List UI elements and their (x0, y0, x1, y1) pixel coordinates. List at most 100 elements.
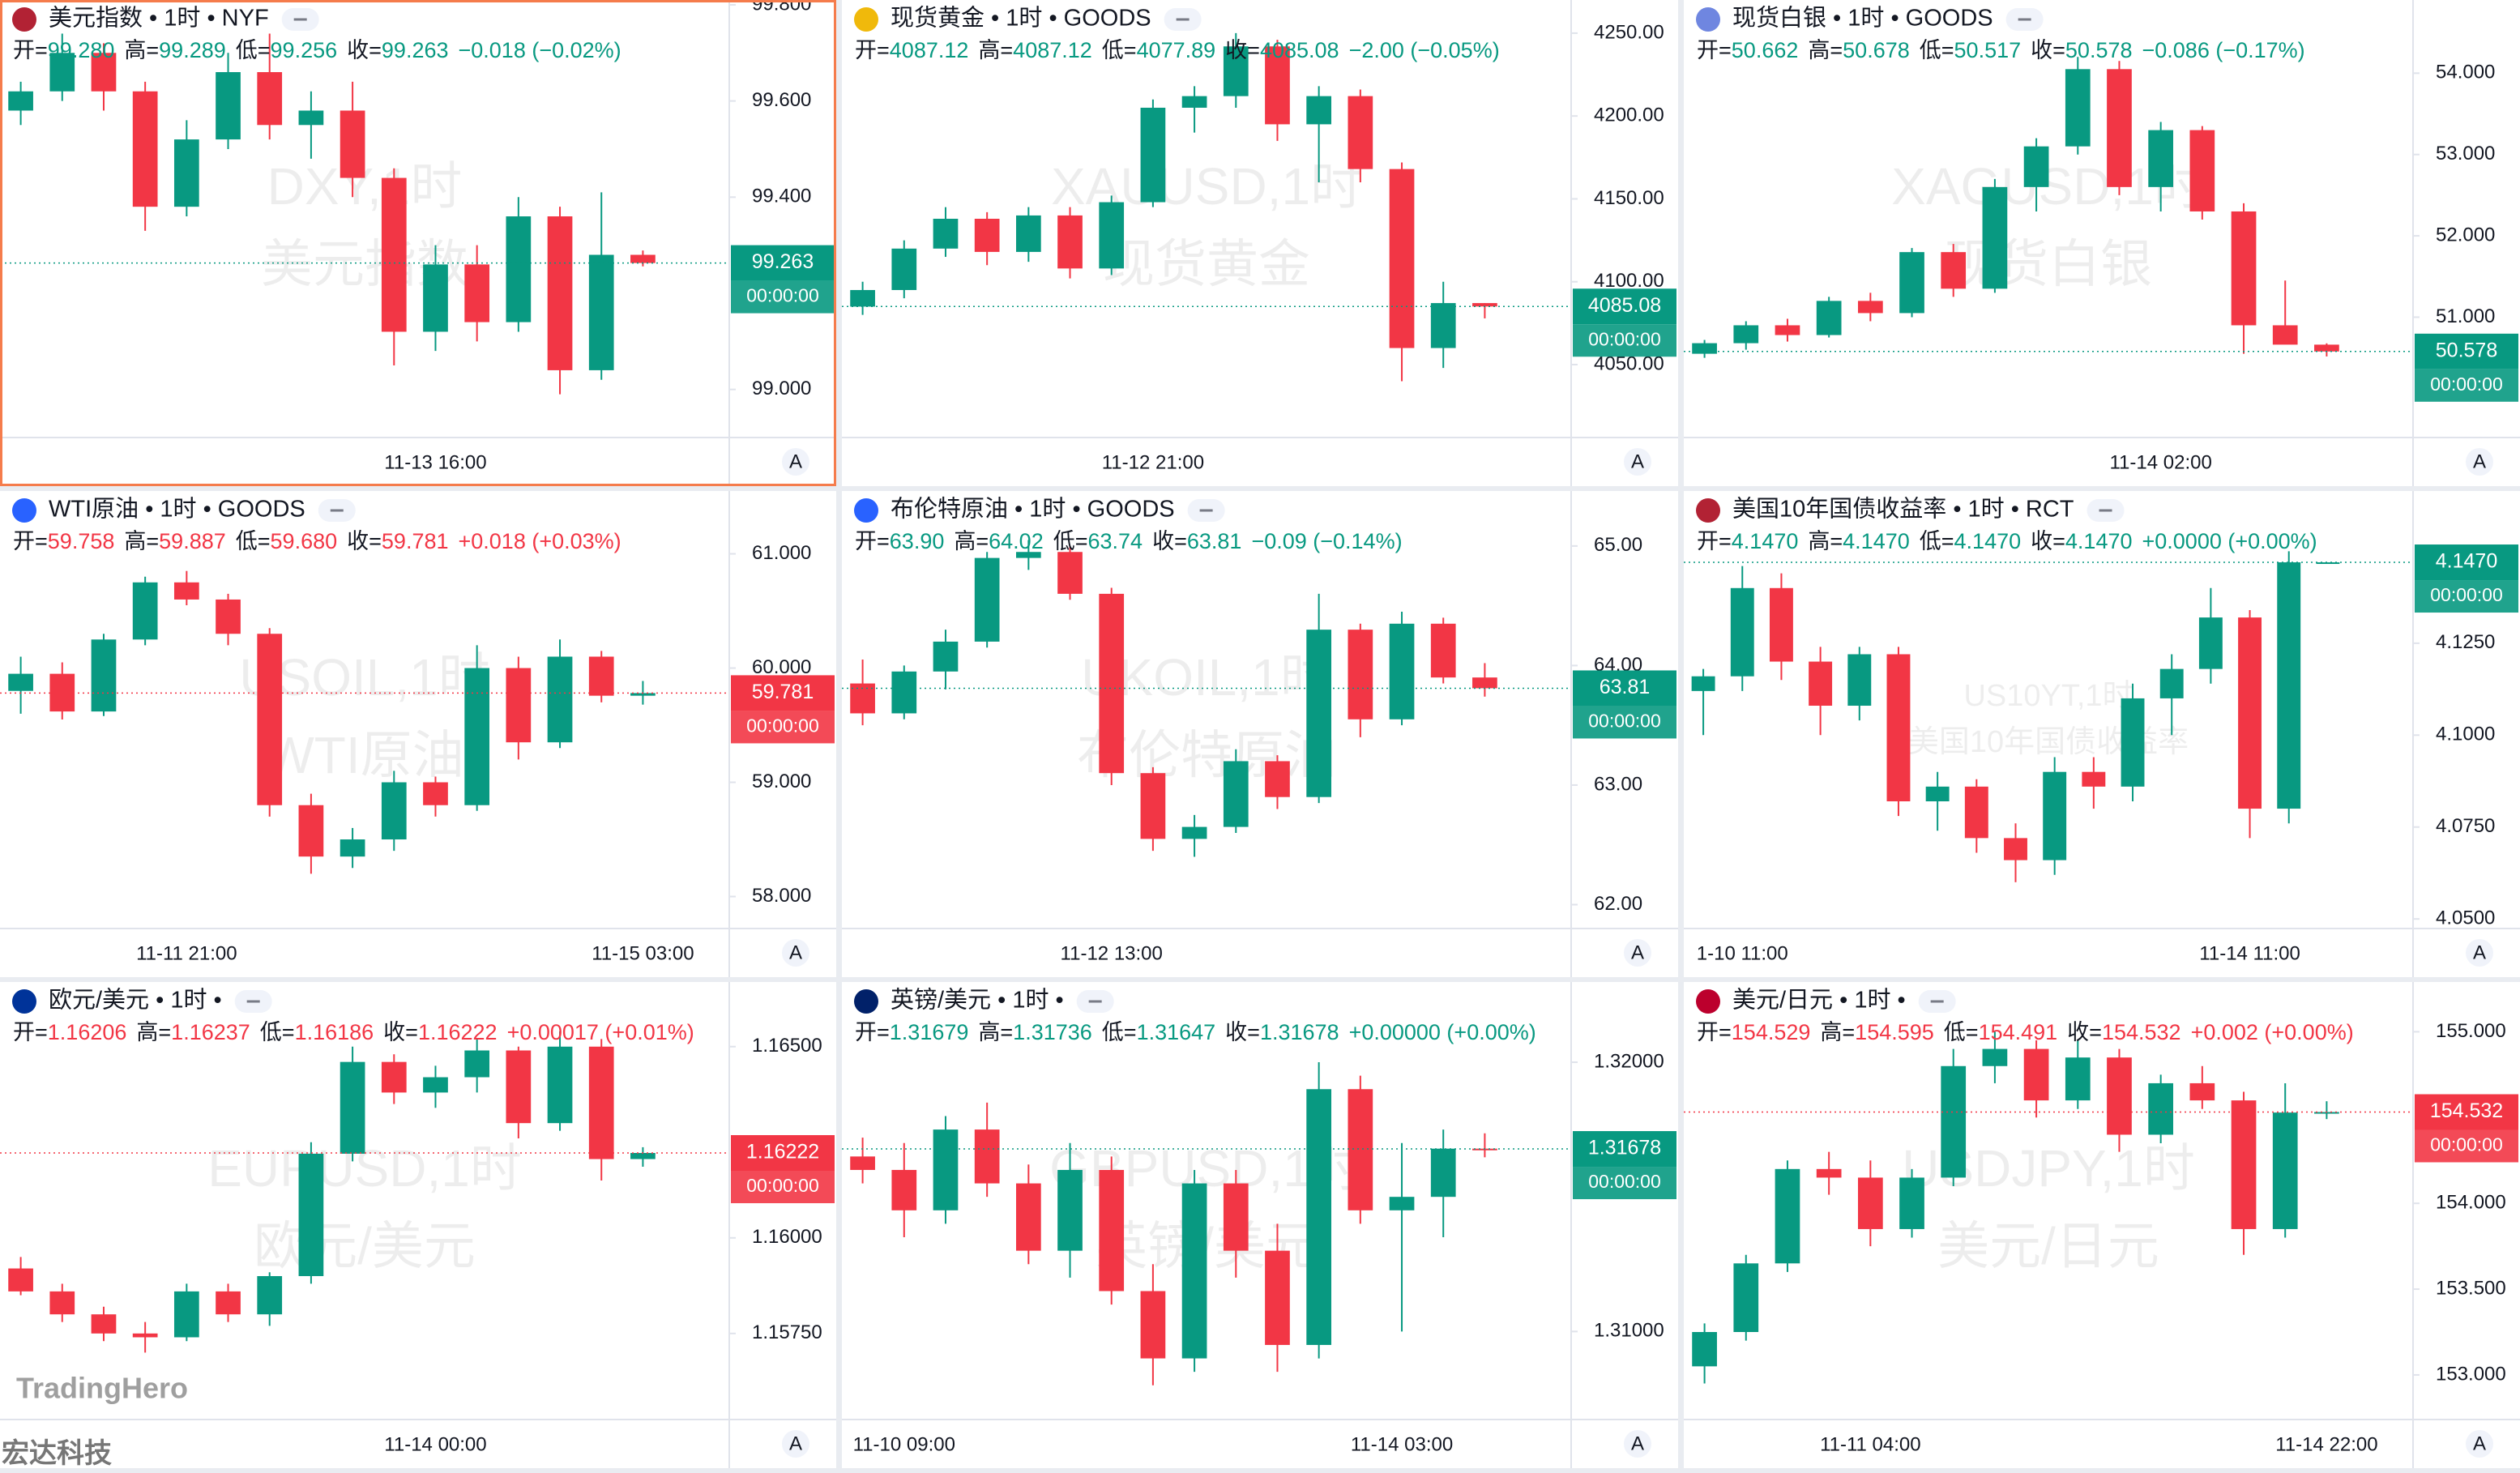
candle-body (1223, 761, 1249, 827)
auto-scale-button[interactable] (782, 448, 809, 476)
auto-scale-button[interactable] (782, 939, 809, 967)
candle-body (298, 1153, 324, 1276)
y-tick-label: 99.600 (752, 89, 811, 111)
stat-value: 1.31736 (1013, 1020, 1092, 1044)
candle-body (257, 1275, 283, 1315)
auto-scale-button[interactable] (1624, 1430, 1651, 1458)
candle-body (2314, 1112, 2339, 1114)
chart-title: 布伦特原油 • 1时 • GOODS (891, 496, 1175, 523)
candle-body (891, 1169, 917, 1210)
candle-body (2023, 146, 2049, 187)
candle-body (2316, 562, 2340, 565)
symbol-icon (854, 498, 878, 523)
brand-watermark: TradingHero (16, 1372, 188, 1405)
candle-body (1223, 1183, 1249, 1251)
candle-body (1775, 325, 1800, 335)
stat-name: 低= (1102, 1020, 1137, 1044)
stat-value: 59.887 (159, 529, 226, 553)
candle-body (891, 248, 917, 290)
candle-body (2043, 771, 2067, 860)
stat-value: 50.578 (2065, 38, 2133, 62)
auto-scale-button[interactable] (2466, 1430, 2493, 1458)
x-tick-label: 11-12 21:00 (1102, 451, 1204, 473)
candle-body (1348, 630, 1373, 719)
candle-body (2231, 1100, 2257, 1229)
chart-title: 现货白银 • 1时 • GOODS (1732, 5, 1993, 32)
stat-value: 50.678 (1843, 38, 1910, 62)
y-tick-label: 153.000 (2436, 1363, 2506, 1385)
panel-bg (1684, 982, 2520, 1468)
auto-scale-button[interactable] (2466, 939, 2493, 967)
candle-body (173, 1291, 199, 1338)
countdown: 00:00:00 (1588, 1171, 1661, 1192)
stat-value: 63.90 (890, 529, 945, 553)
x-tick-label: 11-13 16:00 (384, 451, 486, 473)
candle-body (132, 582, 158, 640)
candle-body (1057, 215, 1083, 269)
change-label: −0.018 (−0.02%) (459, 38, 621, 62)
panel-bg (0, 982, 836, 1468)
change-label: +0.00017 (+0.01%) (507, 1020, 694, 1044)
candle-body (1265, 46, 1290, 125)
candle-body (2121, 698, 2145, 787)
candle-body (1389, 1197, 1415, 1210)
stat-value: 99.289 (159, 38, 226, 62)
stat-name: 收= (1225, 1020, 1260, 1044)
auto-scale-button[interactable] (1624, 448, 1651, 476)
watermark: 美元/日元 (1937, 1217, 2159, 1275)
candle-body (257, 634, 283, 805)
auto-scale-button[interactable] (2466, 448, 2493, 476)
candle-body (547, 216, 573, 370)
candle-body (423, 1077, 448, 1093)
candle-body (1857, 301, 1883, 314)
auto-scale-button[interactable] (1624, 939, 1651, 967)
candle-body (2065, 69, 2091, 147)
candle-body (506, 668, 532, 743)
change-label: −0.09 (−0.14%) (1251, 529, 1402, 553)
candle-body (2148, 130, 2174, 187)
auto-scale-label: A (2473, 450, 2486, 472)
candle-body (1769, 587, 1793, 662)
candle-body (1348, 96, 1373, 169)
candle-body (1306, 96, 1332, 125)
chart-panel: DXY,1时美元指数99.00099.40099.60099.80099.263… (0, 0, 836, 486)
candle-body (506, 216, 532, 322)
chart-panel: XAUUSD,1时现货黄金4050.004100.004150.004200.0… (842, 0, 1678, 486)
chart-title: 现货黄金 • 1时 • GOODS (891, 5, 1151, 32)
candle-body (1472, 303, 1497, 307)
candle-body (2238, 617, 2262, 809)
candle-body (850, 1156, 875, 1170)
stat-name: 收= (383, 1020, 418, 1044)
stat-name: 高= (124, 38, 159, 62)
candle-body (588, 656, 614, 696)
stat-value: 154.532 (2102, 1020, 2181, 1044)
stat-value: 1.31679 (890, 1020, 969, 1044)
y-tick-label: 4150.00 (1594, 187, 1664, 209)
stat-name: 高= (978, 1020, 1013, 1044)
y-tick-label: 58.000 (752, 885, 811, 907)
stat-name: 高= (954, 529, 989, 553)
stat-value: 1.16237 (171, 1020, 250, 1044)
stat-name: 收= (2067, 1020, 2102, 1044)
candle-body (2082, 771, 2106, 787)
stat-name: 高= (136, 1020, 171, 1044)
auto-scale-label: A (1631, 941, 1644, 963)
candle-body (2314, 344, 2339, 352)
candle-body (974, 1129, 1000, 1184)
candle-body (1140, 107, 1166, 203)
candle-body (1099, 593, 1125, 774)
stat-name: 低= (260, 1020, 295, 1044)
auto-scale-label: A (2473, 941, 2486, 963)
countdown-box (2415, 580, 2518, 613)
auto-scale-button[interactable] (782, 1430, 809, 1458)
y-tick-label: 4.1250 (2436, 631, 2495, 653)
y-tick-label: 1.16500 (752, 1035, 822, 1057)
y-tick-label: 54.000 (2436, 62, 2495, 83)
candle-body (1982, 1048, 2008, 1066)
candle-body (216, 72, 241, 140)
panel-bg (1684, 0, 2520, 486)
candle-body (1899, 1177, 1924, 1229)
chart-title: 英镑/美元 • 1时 • (891, 987, 1064, 1014)
stat-name: 开= (855, 38, 890, 62)
